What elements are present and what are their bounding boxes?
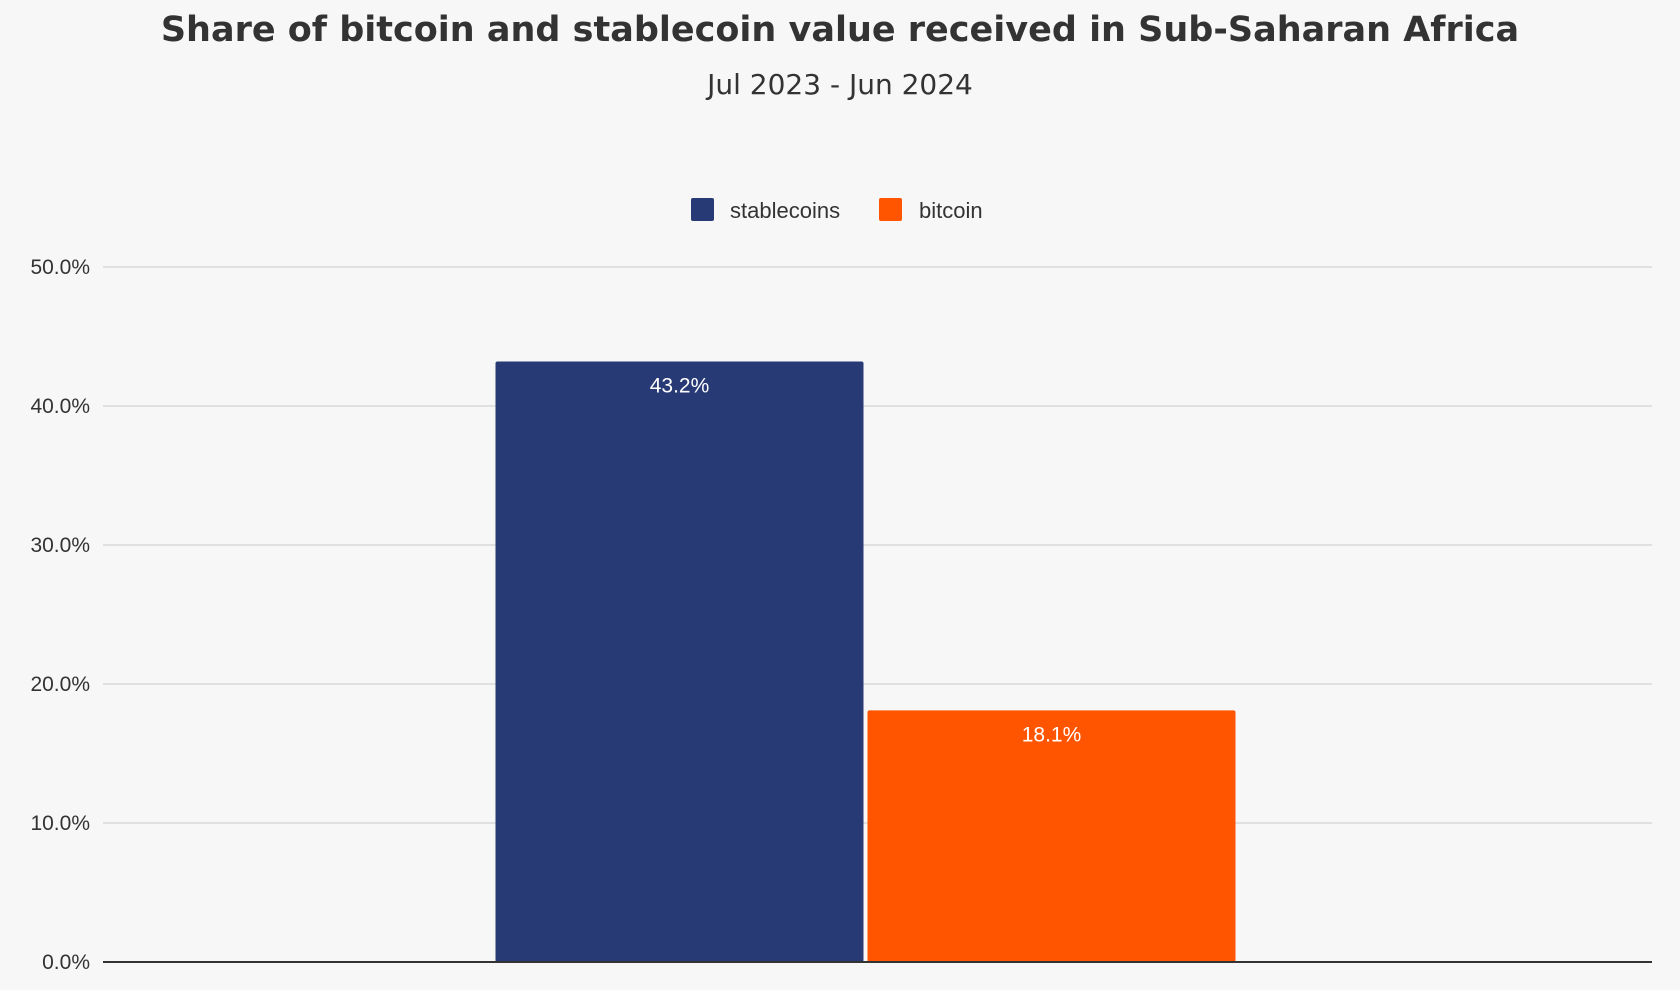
data-labels: 43.2% 18.1% [650,375,1082,747]
y-tick-label: 10.0% [30,812,90,835]
data-label-bitcoin: 18.1% [1022,723,1082,746]
y-tick-label: 20.0% [30,673,90,696]
legend-swatch-stablecoins [691,198,714,221]
legend-swatch-bitcoin [879,198,902,221]
y-tick-label: 0.0% [42,951,90,974]
legend-label-stablecoins: stablecoins [730,198,840,223]
y-tick-label: 50.0% [30,256,90,279]
y-tick-label: 40.0% [30,395,90,418]
data-label-stablecoins: 43.2% [650,375,710,398]
bars [495,361,1236,962]
bar-bitcoin [867,710,1236,962]
y-tick-label: 30.0% [30,534,90,557]
chart-subtitle: Jul 2023 - Jun 2024 [707,68,973,101]
y-axis-ticks: 0.0% 10.0% 20.0% 30.0% 40.0% 50.0% [30,256,90,974]
chart-title: Share of bitcoin and stablecoin value re… [160,10,1520,50]
legend-label-bitcoin: bitcoin [919,198,983,223]
bar-stablecoins [495,361,864,962]
legend: stablecoins bitcoin [691,198,983,223]
